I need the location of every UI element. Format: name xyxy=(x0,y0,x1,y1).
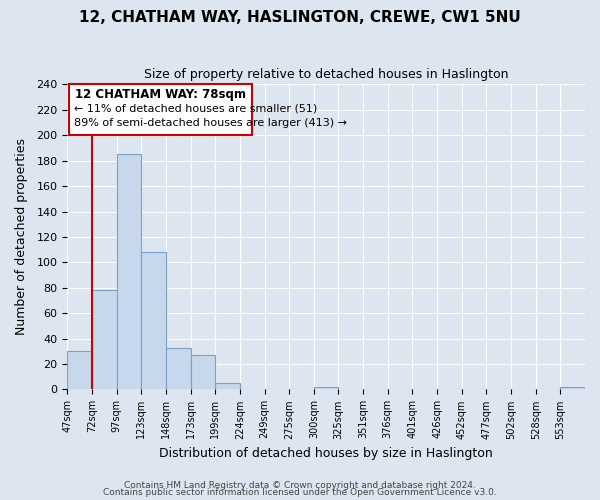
Bar xyxy=(67,352,92,390)
Text: Contains HM Land Registry data © Crown copyright and database right 2024.: Contains HM Land Registry data © Crown c… xyxy=(124,480,476,490)
Bar xyxy=(560,387,585,390)
Text: 89% of semi-detached houses are larger (413) →: 89% of semi-detached houses are larger (… xyxy=(74,118,347,128)
Text: 12, CHATHAM WAY, HASLINGTON, CREWE, CW1 5NU: 12, CHATHAM WAY, HASLINGTON, CREWE, CW1 … xyxy=(79,10,521,25)
Bar xyxy=(314,387,338,390)
X-axis label: Distribution of detached houses by size in Haslington: Distribution of detached houses by size … xyxy=(159,447,493,460)
Text: Contains public sector information licensed under the Open Government Licence v3: Contains public sector information licen… xyxy=(103,488,497,497)
Bar xyxy=(191,355,215,390)
Text: ← 11% of detached houses are smaller (51): ← 11% of detached houses are smaller (51… xyxy=(74,104,317,114)
Bar xyxy=(166,348,191,390)
Y-axis label: Number of detached properties: Number of detached properties xyxy=(15,138,28,336)
Title: Size of property relative to detached houses in Haslington: Size of property relative to detached ho… xyxy=(144,68,508,80)
Bar xyxy=(69,84,252,136)
Bar xyxy=(116,154,141,390)
Bar xyxy=(92,290,116,390)
Text: 12 CHATHAM WAY: 78sqm: 12 CHATHAM WAY: 78sqm xyxy=(75,88,246,101)
Bar xyxy=(141,252,166,390)
Bar xyxy=(215,383,240,390)
